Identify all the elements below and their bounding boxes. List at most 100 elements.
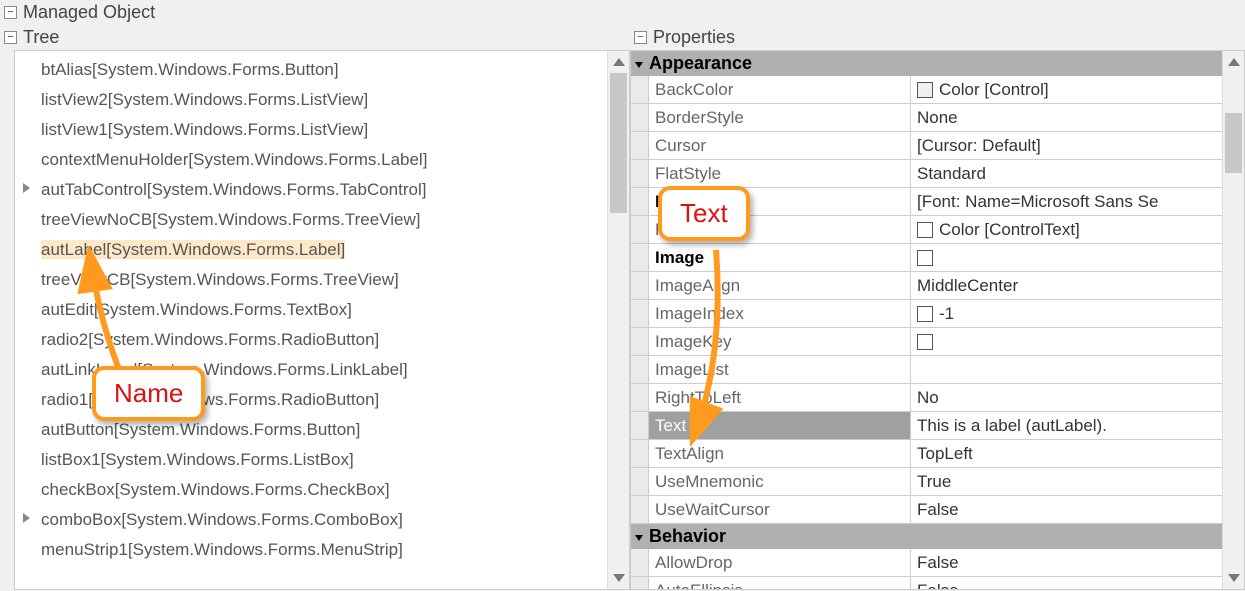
property-value[interactable]: Color [Control] — [911, 76, 1222, 103]
tree-item[interactable]: autTabControl[System.Windows.Forms.TabCo… — [41, 175, 623, 205]
property-row[interactable]: RightToLeftNo — [631, 384, 1222, 412]
property-gutter — [631, 104, 649, 131]
properties-scrollbar[interactable] — [1222, 51, 1244, 589]
tree-item-label: treeViewNoCB[System.Windows.Forms.TreeVi… — [41, 210, 420, 229]
expander-icon[interactable] — [23, 183, 30, 193]
property-value[interactable]: MiddleCenter — [911, 272, 1222, 299]
scroll-down-icon[interactable] — [1223, 567, 1244, 589]
tree-item[interactable]: radio2[System.Windows.Forms.RadioButton] — [41, 325, 623, 355]
property-gutter — [631, 549, 649, 576]
property-gutter — [631, 496, 649, 523]
property-value[interactable]: No — [911, 384, 1222, 411]
tree-item-label: menuStrip1[System.Windows.Forms.MenuStri… — [41, 540, 403, 559]
property-value[interactable]: False — [911, 549, 1222, 576]
tree-item[interactable]: autEdit[System.Windows.Forms.TextBox] — [41, 295, 623, 325]
property-value[interactable]: False — [911, 577, 1222, 589]
property-value[interactable] — [911, 328, 1222, 355]
tree-item-label: listView1[System.Windows.Forms.ListView] — [41, 120, 368, 139]
tree-panel: btAlias[System.Windows.Forms.Button] list… — [14, 50, 630, 590]
tree-item[interactable]: autLabel[System.Windows.Forms.Label] — [41, 235, 623, 265]
tree-item[interactable]: contextMenuHolder[System.Windows.Forms.L… — [41, 145, 623, 175]
property-value-text: [Font: Name=Microsoft Sans Se — [917, 188, 1158, 215]
tree-item-label: listBox1[System.Windows.Forms.ListBox] — [41, 450, 354, 469]
property-value[interactable]: True — [911, 468, 1222, 495]
property-value[interactable]: Color [ControlText] — [911, 216, 1222, 243]
property-category-header[interactable]: Behavior — [631, 524, 1222, 549]
tree-title: Tree — [23, 27, 59, 48]
property-name: BackColor — [649, 76, 911, 103]
tree-item[interactable]: comboBox[System.Windows.Forms.ComboBox] — [41, 505, 623, 535]
tree-item[interactable]: listView1[System.Windows.Forms.ListView] — [41, 115, 623, 145]
tree-item[interactable]: btAlias[System.Windows.Forms.Button] — [41, 55, 623, 85]
property-name: UseMnemonic — [649, 468, 911, 495]
property-name: ImageKey — [649, 328, 911, 355]
scroll-thumb[interactable] — [610, 73, 627, 213]
property-value[interactable]: [Cursor: Default] — [911, 132, 1222, 159]
scroll-up-icon[interactable] — [608, 51, 629, 73]
scroll-thumb[interactable] — [1225, 113, 1242, 173]
property-row[interactable]: BorderStyleNone — [631, 104, 1222, 132]
property-gutter — [631, 244, 649, 271]
category-expander-icon[interactable] — [635, 62, 643, 68]
tree-item[interactable]: treeViewNoCB[System.Windows.Forms.TreeVi… — [41, 205, 623, 235]
property-row[interactable]: ImageList — [631, 356, 1222, 384]
property-value[interactable]: [Font: Name=Microsoft Sans Se — [911, 188, 1222, 215]
tree-item[interactable]: listBox1[System.Windows.Forms.ListBox] — [41, 445, 623, 475]
property-category-name: Behavior — [649, 526, 726, 547]
property-value[interactable]: TopLeft — [911, 440, 1222, 467]
tree-item[interactable]: checkBox[System.Windows.Forms.CheckBox] — [41, 475, 623, 505]
property-row[interactable]: Image — [631, 244, 1222, 272]
property-gutter — [631, 300, 649, 327]
scroll-down-icon[interactable] — [608, 567, 629, 589]
expander-icon[interactable] — [23, 513, 30, 523]
property-name: AllowDrop — [649, 549, 911, 576]
property-name: Image — [649, 244, 911, 271]
property-value[interactable] — [911, 356, 1222, 383]
property-value[interactable]: This is a label (autLabel). — [911, 412, 1222, 439]
property-gutter — [631, 160, 649, 187]
tree-item-label: listView2[System.Windows.Forms.ListView] — [41, 90, 368, 109]
property-value-text: False — [917, 549, 959, 576]
tree-item[interactable]: treeViewCB[System.Windows.Forms.TreeView… — [41, 265, 623, 295]
collapse-toggle-icon[interactable]: − — [4, 6, 17, 19]
property-gutter — [631, 356, 649, 383]
property-value[interactable] — [911, 244, 1222, 271]
tree-item-label: autTabControl[System.Windows.Forms.TabCo… — [41, 180, 426, 199]
scroll-track[interactable] — [1223, 73, 1244, 567]
property-value-text: This is a label (autLabel). — [917, 412, 1107, 439]
property-row[interactable]: FlatStyleStandard — [631, 160, 1222, 188]
property-row[interactable]: ImageIndex-1 — [631, 300, 1222, 328]
property-gutter — [631, 440, 649, 467]
scroll-up-icon[interactable] — [1223, 51, 1244, 73]
property-row[interactable]: AllowDropFalse — [631, 549, 1222, 577]
property-row[interactable]: BackColor Color [Control] — [631, 76, 1222, 104]
property-gutter — [631, 412, 649, 439]
collapse-toggle-icon[interactable]: − — [634, 31, 647, 44]
property-category-header[interactable]: Appearance — [631, 51, 1222, 76]
property-value-text: Color [Control] — [939, 76, 1049, 103]
property-name: Text — [649, 412, 911, 439]
property-row[interactable]: ImageAlignMiddleCenter — [631, 272, 1222, 300]
property-value[interactable]: -1 — [911, 300, 1222, 327]
property-value[interactable]: False — [911, 496, 1222, 523]
property-row[interactable]: Cursor[Cursor: Default] — [631, 132, 1222, 160]
text-callout: Text — [658, 186, 750, 241]
property-name: RightToLeft — [649, 384, 911, 411]
tree-scrollbar[interactable] — [607, 51, 629, 589]
property-value[interactable]: Standard — [911, 160, 1222, 187]
tree-item[interactable]: menuStrip1[System.Windows.Forms.MenuStri… — [41, 535, 623, 565]
property-name: Cursor — [649, 132, 911, 159]
property-row[interactable]: UseMnemonicTrue — [631, 468, 1222, 496]
scroll-track[interactable] — [608, 73, 629, 567]
tree-item[interactable]: listView2[System.Windows.Forms.ListView] — [41, 85, 623, 115]
property-value-text: Standard — [917, 160, 986, 187]
property-row[interactable]: TextAlignTopLeft — [631, 440, 1222, 468]
property-row[interactable]: UseWaitCursorFalse — [631, 496, 1222, 524]
name-callout: Name — [92, 366, 205, 421]
collapse-toggle-icon[interactable]: − — [4, 31, 17, 44]
property-row[interactable]: AutoEllipsisFalse — [631, 577, 1222, 589]
property-row[interactable]: ImageKey — [631, 328, 1222, 356]
property-row[interactable]: TextThis is a label (autLabel). — [631, 412, 1222, 440]
category-expander-icon[interactable] — [635, 535, 643, 541]
property-value[interactable]: None — [911, 104, 1222, 131]
